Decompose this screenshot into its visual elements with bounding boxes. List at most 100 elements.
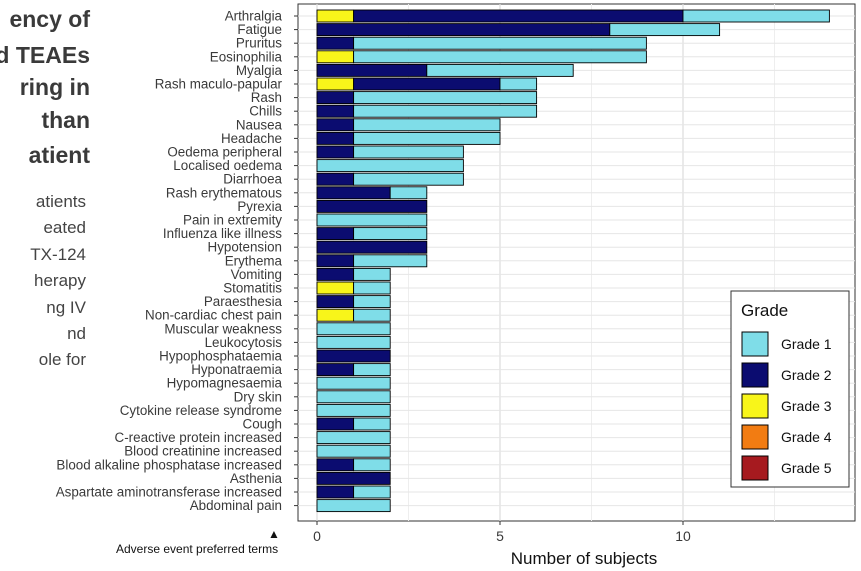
category-label: Paraesthesia (204, 294, 283, 309)
category-label: Myalgia (236, 63, 283, 78)
category-label: C-reactive protein increased (115, 430, 282, 445)
category-label: Leukocytosis (205, 335, 283, 350)
bar-segment-grade-1 (353, 281, 391, 295)
bar-segment-grade-2 (353, 77, 501, 91)
bar-segment-grade-1 (353, 458, 391, 472)
category-label: Stomatitis (223, 281, 282, 296)
category-label: Erythema (225, 253, 283, 268)
category-label: Pain in extremity (183, 213, 282, 228)
category-label: Eosinophilia (210, 49, 283, 64)
slide-body-line-6: nd (67, 324, 86, 343)
bar-segment-grade-2 (316, 91, 355, 105)
bar-segment-grade-1 (316, 335, 391, 349)
legend-swatch (741, 331, 769, 357)
bar-segment-grade-1 (353, 363, 391, 377)
category-label: Asthenia (230, 471, 283, 486)
legend-label: Grade 5 (781, 460, 832, 476)
bar-segment-grade-2 (316, 145, 355, 159)
x-tick-label: 10 (675, 528, 691, 544)
bar-segment-grade-1 (353, 254, 428, 268)
bar-segment-grade-2 (316, 240, 428, 254)
category-label: Rash erythematous (166, 185, 282, 200)
bar-segment-grade-1 (353, 131, 501, 145)
adverse-event-note: Adverse event preferred terms (116, 542, 279, 556)
bar-segment-grade-2 (316, 363, 355, 377)
bar-segment-grade-1 (389, 186, 428, 200)
bar-segment-grade-2 (316, 349, 391, 363)
slide-body-line-2: eated (43, 218, 86, 237)
bar-segment-grade-1 (353, 417, 391, 431)
bar-segment-grade-1 (353, 485, 391, 499)
bar-segment-grade-1 (316, 403, 391, 417)
category-label: Localised oedema (173, 158, 282, 173)
legend-label: Grade 3 (781, 398, 832, 414)
bar-segment-grade-1 (353, 118, 501, 132)
category-label: Cytokine release syndrome (120, 403, 282, 418)
category-label: Hypomagnesaemia (167, 376, 283, 391)
bar-segment-grade-1 (316, 159, 464, 173)
slide-text-panel: ency of ed TEAEs ring in than atient ati… (0, 0, 110, 400)
bar-segment-grade-3 (316, 77, 355, 91)
bars (316, 9, 830, 513)
bar-segment-grade-2 (316, 104, 355, 118)
category-label: Rash (251, 90, 282, 105)
bar-segment-grade-1 (316, 499, 391, 513)
bar-segment-grade-3 (316, 308, 355, 322)
bar-segment-grade-1 (353, 36, 647, 50)
category-label: Hypophosphataemia (159, 349, 282, 364)
category-label: Cough (243, 417, 282, 432)
category-label: Aspartate aminotransferase increased (56, 485, 282, 500)
category-label: Blood alkaline phosphatase increased (56, 457, 282, 472)
slide-title-line-3: ring in (19, 74, 90, 100)
category-label: Vomiting (231, 267, 282, 282)
bar-segment-grade-3 (316, 9, 355, 23)
category-label: Fatigue (237, 22, 282, 37)
bar-segment-grade-1 (353, 172, 464, 186)
bar-segment-grade-2 (353, 9, 684, 23)
category-label: Dry skin (234, 389, 282, 404)
bar-segment-grade-2 (316, 227, 355, 241)
bar-segment-grade-2 (316, 36, 355, 50)
category-label: Abdominal pain (190, 498, 282, 513)
category-label: Rash maculo-papular (155, 77, 283, 92)
bar-segment-grade-2 (316, 118, 355, 132)
legend-label: Grade 4 (781, 429, 832, 445)
bar-segment-grade-1 (353, 308, 391, 322)
category-label: Hyponatraemia (191, 362, 282, 377)
bar-segment-grade-1 (316, 390, 391, 404)
category-label: Non-cardiac chest pain (145, 308, 282, 323)
bar-segment-grade-2 (316, 485, 355, 499)
bar-segment-grade-2 (316, 458, 355, 472)
bar-segment-grade-2 (316, 267, 355, 281)
category-label: Pyrexia (237, 199, 282, 214)
bar-segment-grade-2 (316, 199, 428, 213)
bar-segment-grade-1 (316, 444, 391, 458)
legend-swatch (741, 393, 769, 419)
bar-segment-grade-2 (316, 295, 355, 309)
x-tick-label: 5 (496, 528, 504, 544)
bar-segment-grade-2 (316, 131, 355, 145)
bar-segment-grade-3 (316, 50, 355, 64)
legend-swatch (741, 424, 769, 450)
bar-segment-grade-1 (316, 213, 428, 227)
bar-segment-grade-1 (353, 145, 464, 159)
slide-body-line-7: ole for (38, 350, 86, 369)
bar-segment-grade-2 (316, 172, 355, 186)
bar-segment-grade-2 (316, 254, 355, 268)
slide-body-line-5: ng IV (46, 298, 86, 317)
bar-segment-grade-2 (316, 471, 391, 485)
category-label: Oedema peripheral (167, 145, 282, 160)
legend-box (730, 290, 850, 488)
x-axis-title: Number of subjects (511, 549, 657, 568)
bar-segment-grade-1 (353, 227, 428, 241)
legend-swatch (741, 455, 769, 481)
category-label: Arthralgia (225, 9, 283, 24)
category-labels: ArthralgiaFatiguePruritusEosinophiliaMya… (56, 9, 298, 513)
bar-segment-grade-2 (316, 186, 391, 200)
legend: Grade Grade 1 Grade 2 Grade 3 Grade 4 Grade 5 (730, 290, 850, 488)
bar-segment-grade-1 (316, 431, 391, 445)
category-label: Headache (221, 131, 282, 146)
bar-segment-grade-1 (682, 9, 830, 23)
category-label: Pruritus (236, 36, 282, 51)
